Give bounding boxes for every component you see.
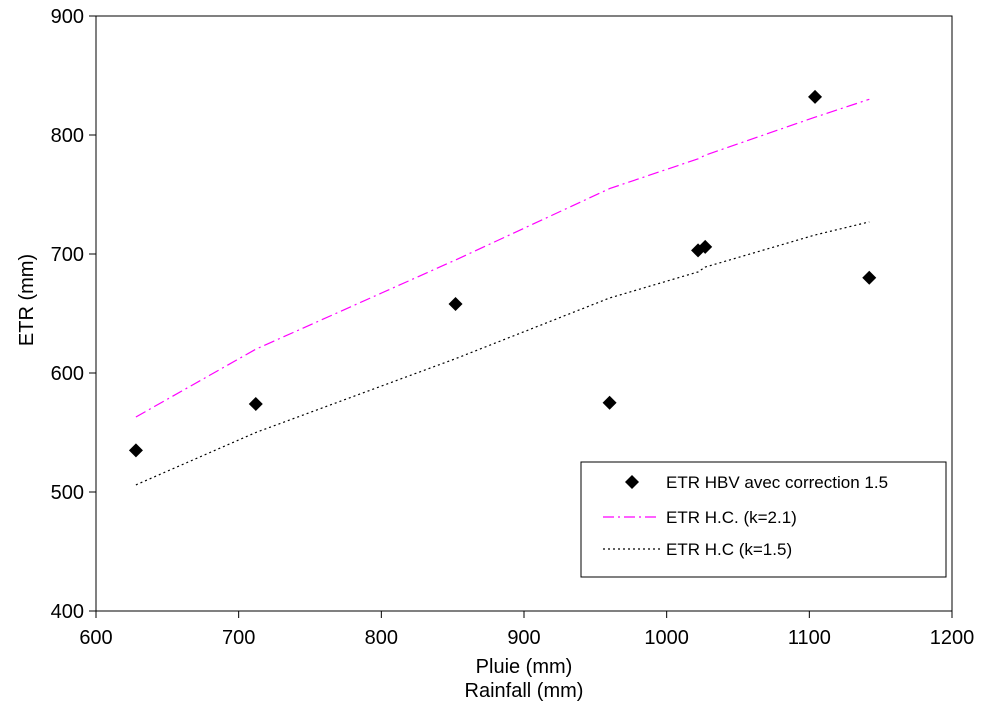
x-tick-label: 800 (365, 627, 398, 649)
y-tick-label: 800 (51, 125, 84, 147)
legend-marker (625, 475, 639, 489)
y-tick-label: 600 (51, 363, 84, 385)
legend-box (580, 461, 947, 578)
data-point (698, 239, 713, 254)
x-axis-title: Pluie (mm) (476, 656, 573, 678)
y-tick-label: 400 (51, 601, 84, 623)
legend-label: ETR H.C (k=1.5) (666, 540, 792, 559)
x-axis-ticks: 600 700 800 900 1000 1100 1200 (79, 611, 974, 649)
x-tick-label: 1000 (644, 627, 689, 649)
y-tick-label: 700 (51, 244, 84, 266)
x-tick-label: 1200 (930, 627, 975, 649)
x-tick-label: 600 (79, 627, 112, 649)
legend: ETR HBV avec correction 1.5 ETR H.C. (k=2… (580, 461, 947, 578)
series-line-2 (135, 221, 870, 486)
x-tick-label: 900 (507, 627, 540, 649)
y-axis-title: ETR (mm) (16, 254, 38, 346)
data-point (602, 395, 617, 410)
data-point (448, 296, 463, 311)
data-point (128, 443, 143, 458)
x-axis-title: Rainfall (mm) (465, 680, 584, 702)
x-tick-label: 1100 (788, 627, 831, 649)
axis-titles: Pluie (mm)Rainfall (mm) ETR (mm) (16, 254, 583, 702)
x-tick-label: 700 (222, 627, 255, 649)
series-line-1 (135, 98, 870, 418)
y-tick-label: 500 (51, 482, 84, 504)
legend-label: ETR H.C. (k=2.1) (666, 508, 797, 527)
series-layer (128, 89, 877, 486)
data-point (862, 270, 877, 285)
y-axis-ticks: 400 500 600 700 800 900 (51, 6, 96, 623)
data-point (808, 89, 823, 104)
data-point (248, 396, 263, 411)
legend-label: ETR HBV avec correction 1.5 (666, 473, 888, 492)
y-tick-label: 900 (51, 6, 84, 28)
